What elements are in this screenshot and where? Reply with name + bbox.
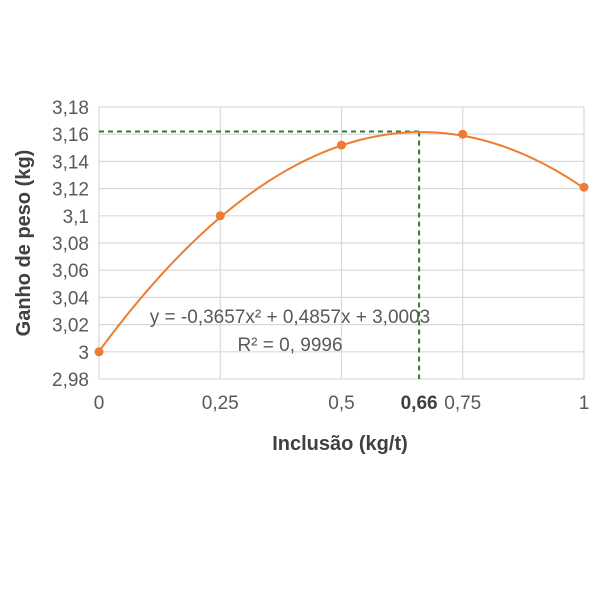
trendline-equation: y = -0,3657x² + 0,4857x + 3,0003 [150,307,430,328]
x-tick-label: 1 [579,393,590,414]
data-point [94,347,104,357]
x-tick-label: 0,25 [202,393,239,414]
data-point [458,129,468,139]
y-tick-label: 3,02 [52,316,89,337]
y-tick-label: 3,1 [63,207,89,228]
y-tick-label: 3,08 [52,234,89,255]
grid-layer [98,106,585,380]
y-tick-label: 3,12 [52,180,89,201]
y-tick-label: 3,14 [52,152,89,173]
optimum-x-label: 0,66 [401,393,438,414]
x-tick-labels: 0 0,25 0,5 0,75 1 0,66 [94,393,590,414]
y-tick-labels: 2,98 3 3,02 3,04 3,06 3,08 3,1 3,12 3,14 3,16 3,18 [52,98,89,391]
y-tick-label: 3,06 [52,261,89,282]
y-axis-title: Ganho de peso (kg) [13,150,35,337]
x-tick-label: 0 [94,393,105,414]
data-point [215,211,225,221]
x-axis-title: Inclusão (kg/t) [272,433,408,455]
y-tick-label: 3,04 [52,288,89,309]
data-point [579,182,589,192]
x-tick-label: 0,75 [444,393,481,414]
x-tick-label: 0,5 [328,393,354,414]
data-point [337,140,346,150]
y-tick-label: 3,16 [52,125,89,146]
y-tick-label: 3,18 [52,98,89,119]
r-squared-label: R² = 0, 9996 [237,335,342,356]
data-points [94,129,589,357]
y-tick-label: 2,98 [52,370,89,391]
y-tick-label: 3 [78,343,89,364]
